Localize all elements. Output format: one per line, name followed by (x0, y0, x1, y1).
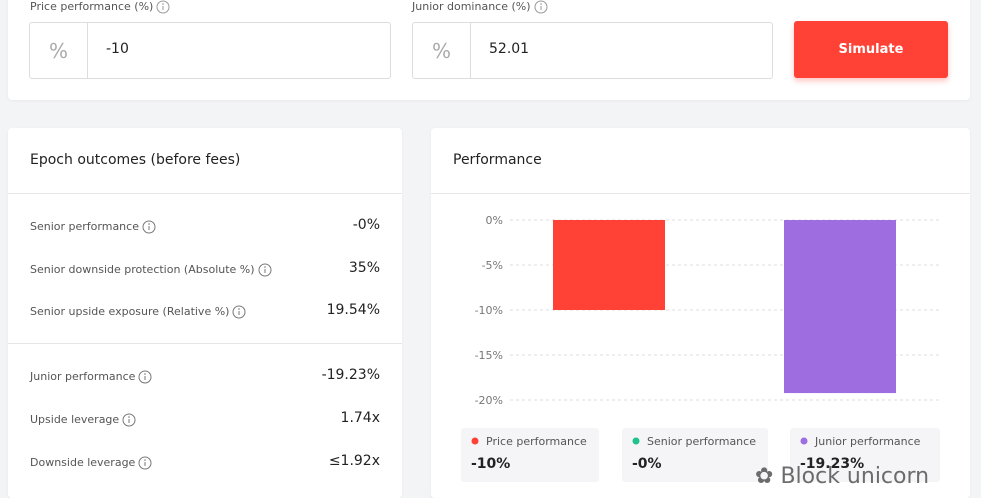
outcome-row: Senior downside protection (Absolute %) 3… (30, 260, 380, 277)
outcome-label: Senior performance (30, 220, 139, 233)
field-label: Price performance (%) (30, 0, 170, 14)
bar (784, 220, 896, 394)
prefix: % (30, 23, 88, 78)
legend-box (790, 428, 940, 482)
outcome-row: Senior performance -0% (30, 217, 380, 234)
input-value: 52.01 (489, 41, 530, 57)
y-tick-label: -15% (475, 349, 503, 362)
legend-label: Junior performance (814, 435, 921, 448)
legend-box (461, 428, 599, 482)
legend-label: Senior performance (647, 435, 756, 448)
label-text: Junior dominance (%) (412, 0, 531, 13)
outcome-label: Upside leverage (30, 413, 120, 426)
outcome-value: 35% (348, 260, 380, 276)
dominance-input[interactable]: % 52.01 (412, 22, 773, 79)
outcome-value: 1.74x (340, 410, 380, 426)
outcomes-card (8, 128, 402, 498)
outcome-label: Junior performance (30, 370, 136, 383)
outcome-value: ≤1.92x (328, 453, 380, 469)
legend-dot (471, 437, 479, 445)
outcome-label: Senior downside protection (Absolute %) (30, 263, 255, 276)
outcome-value: -19.23% (321, 367, 380, 383)
card-title: Epoch outcomes (before fees) (30, 152, 241, 168)
bar (553, 220, 665, 310)
simulate-button[interactable]: Simulate (794, 21, 948, 78)
chart-title: Performance (453, 152, 542, 168)
field-label: Junior dominance (%) (412, 0, 548, 14)
outcome-row: Junior performance -19.23% (30, 367, 380, 384)
y-tick-label: -10% (475, 304, 503, 317)
legend-value: -10% (471, 456, 510, 472)
outcome-label: Senior upside exposure (Relative %) (30, 305, 230, 318)
input-value: -10 (106, 41, 129, 57)
y-tick-label: -5% (482, 259, 503, 272)
legend-value: -0% (632, 456, 662, 472)
y-tick-label: 0% (486, 214, 503, 227)
outcome-row: Downside leverage ≤1.92x (30, 453, 380, 470)
y-tick-label: -20% (475, 394, 503, 407)
legend-box (622, 428, 768, 482)
price-input[interactable]: % -10 (29, 22, 391, 79)
outcome-value: -0% (352, 217, 380, 233)
legend-value: -19.23% (800, 456, 864, 472)
outcome-label: Downside leverage (30, 456, 136, 469)
prefix: % (413, 23, 471, 78)
legend-label: Price performance (486, 435, 587, 448)
watermark: ✿ Block unicorn (755, 464, 930, 489)
legend-dot (800, 437, 808, 445)
outcome-value: 19.54% (326, 302, 380, 318)
outcome-row: Upside leverage 1.74x (30, 410, 380, 427)
legend-dot (632, 437, 640, 445)
outcome-row: Senior upside exposure (Relative %) 19.54… (30, 302, 380, 319)
label-text: Price performance (%) (30, 0, 154, 13)
watermark-text: Block unicorn (780, 464, 930, 489)
